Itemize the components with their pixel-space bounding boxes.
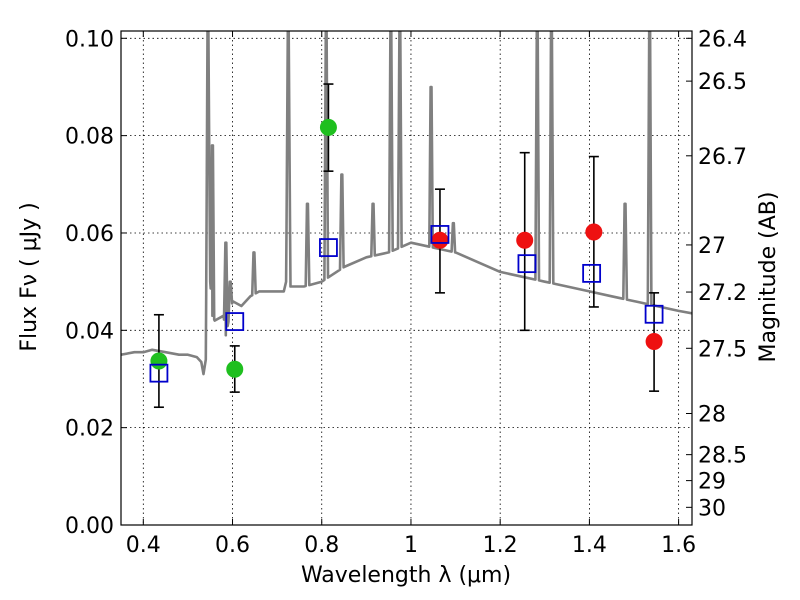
- x-tick-label: 0.8: [304, 533, 339, 558]
- x-tick-label: 0.6: [215, 533, 250, 558]
- axis-layer: 0.4 0.6 0.8 1 1.2 1.4 1.6 0.00 0.02 0.04 0.06 0.08 0…: [65, 27, 747, 558]
- red-data-point: [645, 333, 663, 351]
- blue-square-marker: [582, 263, 602, 283]
- spectrum-line: [121, 31, 692, 376]
- green-data-point: [319, 118, 337, 136]
- mag-tick-label: 28: [698, 403, 726, 428]
- blue-square-marker: [517, 254, 537, 274]
- mag-tick-label: 29: [698, 470, 726, 495]
- mag-tick-label: 30: [698, 496, 726, 521]
- mag-tick-label: 27.2: [698, 281, 747, 306]
- red-data-point: [585, 223, 603, 241]
- y-tick-label: 0.04: [65, 319, 114, 344]
- x-tick-label: 1.6: [661, 533, 696, 558]
- red-data-point: [431, 231, 449, 249]
- x-tick-label: 1: [404, 533, 418, 558]
- red-data-point: [516, 231, 534, 249]
- x-tick-label: 1.4: [572, 533, 607, 558]
- y-tick-label: 0.00: [65, 514, 114, 539]
- x-tick-label: 0.4: [126, 533, 161, 558]
- blue-square-marker: [149, 363, 169, 383]
- x-axis-label: Wavelength λ (μm): [301, 563, 511, 588]
- spectrum-layer: [121, 31, 692, 376]
- mag-tick-label: 27: [698, 234, 726, 259]
- y-tick-label: 0.10: [65, 27, 114, 52]
- mag-tick-label: 26.4: [698, 27, 747, 52]
- plot-frame: [120, 30, 693, 526]
- right-axis-label: Magnitude (AB): [756, 192, 781, 363]
- mag-tick-label: 26.5: [698, 70, 747, 95]
- mag-tick-label: 26.7: [698, 145, 747, 170]
- x-tick-label: 1.2: [483, 533, 518, 558]
- blue-square-marker: [225, 312, 245, 331]
- blue-square-marker: [319, 238, 338, 257]
- y-tick-label: 0.02: [65, 417, 114, 442]
- mag-tick-label: 28.5: [698, 444, 747, 469]
- y-axis-label: Flux Fν ( μJy ): [17, 202, 42, 351]
- y-tick-label: 0.08: [65, 125, 114, 150]
- mag-tick-label: 27.5: [698, 337, 747, 362]
- green-data-point: [150, 352, 168, 370]
- blue-square-marker: [430, 225, 450, 244]
- points-layer: [149, 83, 664, 409]
- green-data-point: [226, 360, 244, 378]
- blue-square-marker: [644, 304, 664, 324]
- y-tick-label: 0.06: [65, 222, 114, 247]
